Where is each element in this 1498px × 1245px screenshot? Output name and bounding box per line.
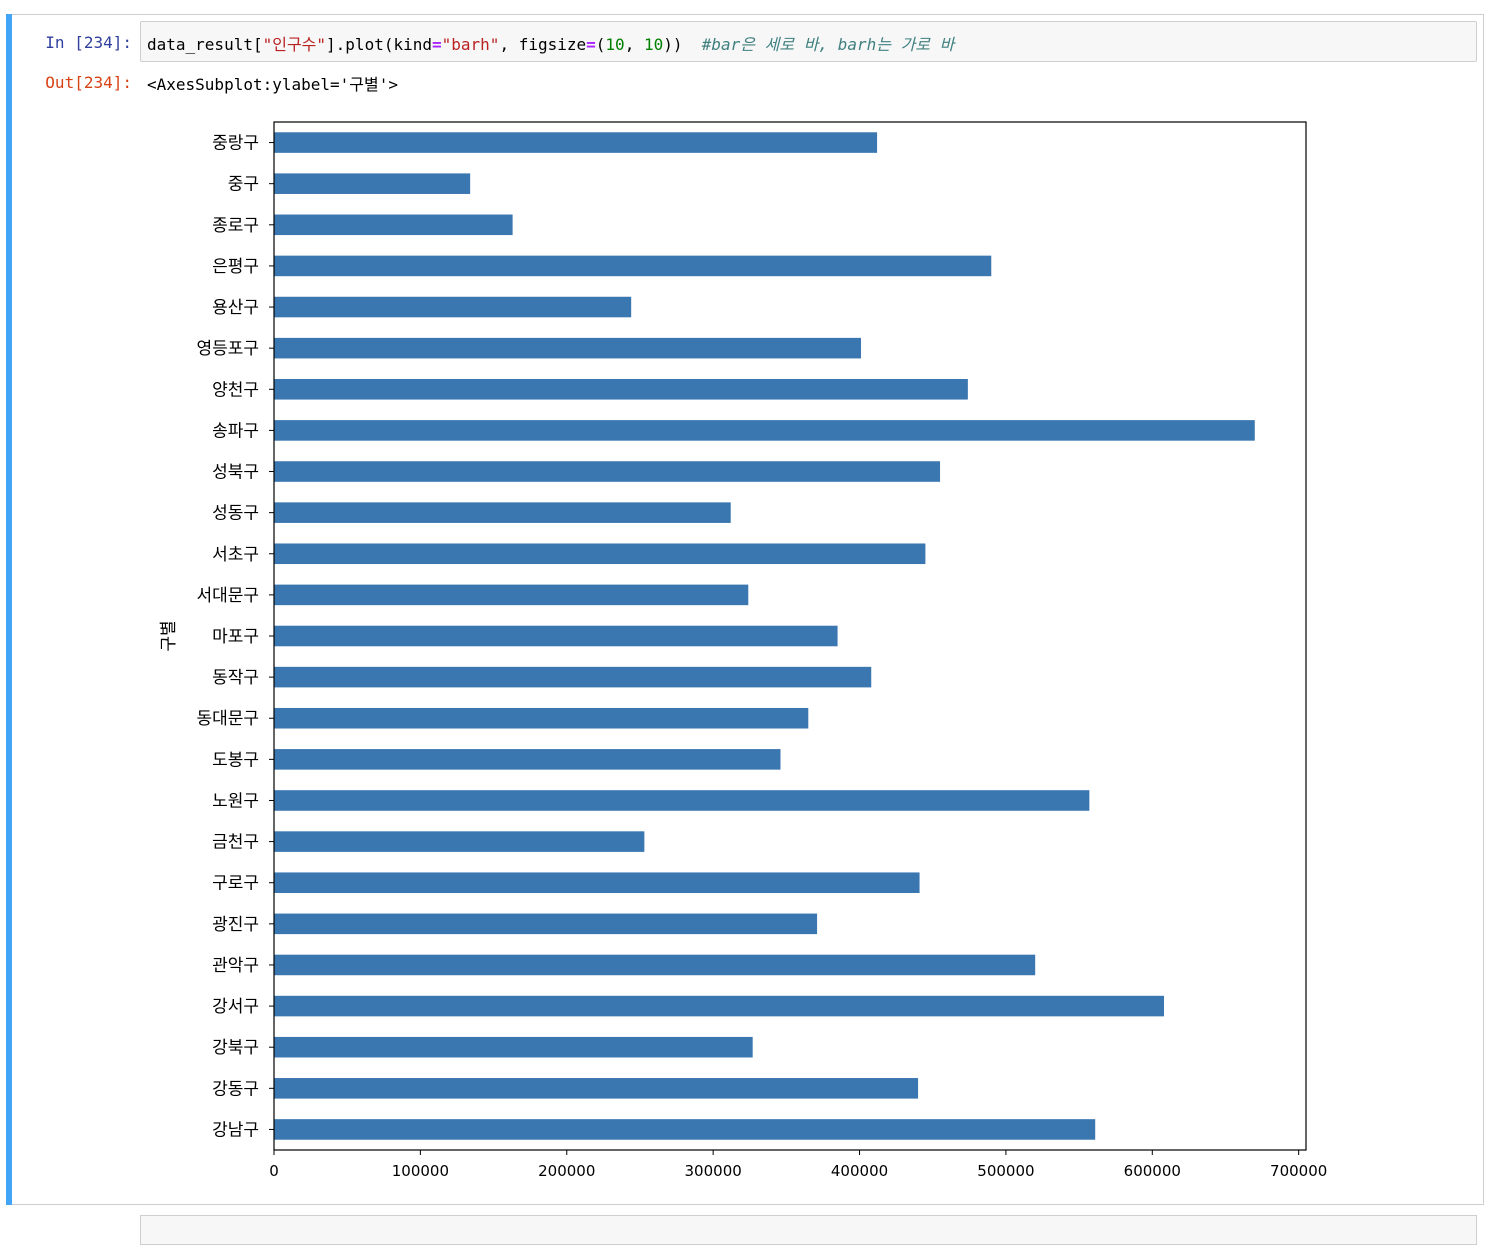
y-tick-label: 중구 [228,175,259,195]
code-operator: = [432,35,442,54]
bar-강남구 [274,1119,1096,1140]
bar-영등포구 [274,337,861,359]
y-tick-label: 성북구 [212,463,259,483]
next-code-cell[interactable] [140,1215,1477,1245]
y-tick-label: 용산구 [212,298,259,318]
bar-중구 [274,173,471,194]
x-tick-label: 100000 [392,1162,449,1180]
code-token: , [624,35,644,54]
input-prompt: In [234]: [45,33,132,52]
x-tick-label: 700000 [1270,1162,1327,1180]
bar-도봉구 [274,749,781,770]
code-string: "barh" [441,35,500,54]
y-tick-label: 서초구 [212,545,259,565]
output-prompt: Out[234]: [45,73,132,92]
code-token: ( [595,35,606,54]
bar-강서구 [274,995,1165,1017]
x-tick-label: 300000 [685,1162,742,1180]
code-number: 10 [643,35,664,54]
bar-성북구 [274,461,941,482]
bar-강동구 [274,1078,919,1099]
y-tick-label: 양천구 [212,380,259,400]
code-token: data_result[ [147,35,263,54]
x-tick-label: 400000 [831,1162,888,1180]
bar-은평구 [274,255,992,277]
code-string: "인구수" [262,35,327,54]
y-tick-label: 금천구 [212,833,259,853]
code-comment: #bar은 세로 바, barh는 가로 바 [701,35,955,54]
bar-서초구 [274,543,926,565]
bar-중랑구 [274,132,878,153]
y-tick-label: 성동구 [212,504,259,524]
bar-양천구 [274,379,968,400]
bar-용산구 [274,296,632,318]
y-tick-label: 송파구 [212,421,259,441]
cell-selection-bar [6,14,12,1205]
x-tick-label: 200000 [538,1162,595,1180]
code-token: , figsize [499,35,587,54]
y-tick-label: 도봉구 [212,750,259,770]
code-token: )) [663,35,702,54]
code-token: ].plot(kind [326,35,432,54]
bar-송파구 [274,420,1255,441]
code-operator: = [586,35,596,54]
code-text[interactable]: data_result["인구수"].plot(kind="barh", fig… [147,31,954,55]
y-tick-label: 중랑구 [212,134,259,154]
y-tick-label: 서대문구 [196,586,259,606]
code-number: 10 [605,35,625,54]
bar-동작구 [274,666,872,688]
output-text: <AxesSubplot:ylabel='구별'> [147,75,398,94]
x-tick-label: 600000 [1124,1162,1181,1180]
y-tick-label: 관악구 [212,956,259,976]
y-tick-label: 강동구 [212,1079,259,1099]
y-tick-label: 종로구 [212,216,259,236]
y-axis-label: 구별 [159,620,179,651]
bar-서대문구 [274,584,749,606]
y-tick-label: 강남구 [212,1120,259,1140]
code-input-area[interactable] [140,21,1477,62]
axes-frame [273,121,1307,1151]
bar-종로구 [274,214,513,236]
y-tick-label: 노원구 [212,791,259,811]
y-tick-label: 광진구 [212,915,259,935]
bar-노원구 [274,790,1090,811]
barh-chart: 중랑구중구종로구은평구용산구영등포구양천구송파구성북구성동구서초구서대문구마포구… [159,121,1327,1180]
bar-강북구 [274,1036,753,1058]
x-tick-label: 0 [269,1162,279,1180]
bar-동대문구 [274,707,809,729]
y-tick-label: 강북구 [212,1038,259,1058]
y-tick-label: 은평구 [212,257,259,277]
bar-성동구 [274,502,731,523]
y-tick-label: 강서구 [212,997,259,1017]
bar-구로구 [274,872,920,893]
bar-광진구 [274,913,818,935]
y-tick-label: 영등포구 [196,339,259,359]
x-tick-label: 500000 [977,1162,1034,1180]
bar-마포구 [274,625,838,647]
y-tick-label: 동대문구 [196,709,259,729]
bar-금천구 [274,831,645,852]
y-tick-label: 구로구 [212,874,259,894]
y-tick-label: 동작구 [212,668,259,688]
bar-관악구 [274,954,1036,976]
y-tick-label: 마포구 [212,627,259,647]
